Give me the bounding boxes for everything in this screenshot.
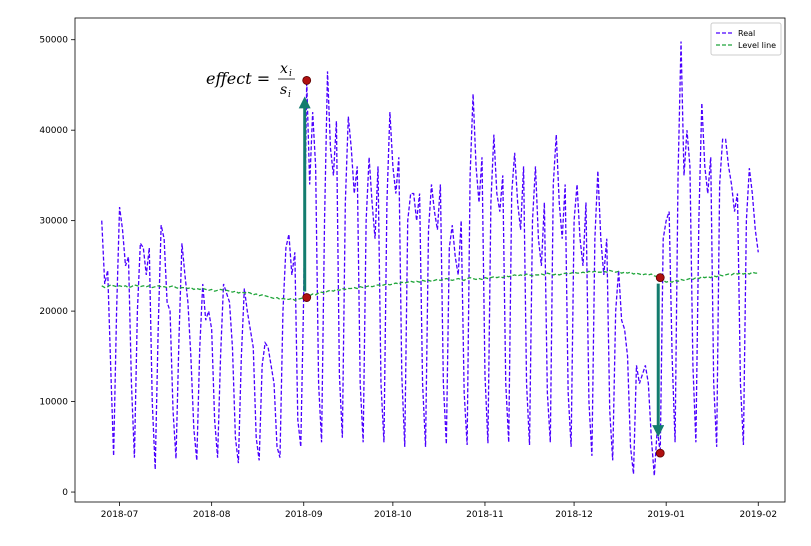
legend: Real Level line [710,22,782,56]
formula-numerator: x [280,61,288,77]
highlight-point [302,293,312,302]
y-tick-label: 50000 [39,36,68,46]
x-tick-label: 2019-01 [647,510,685,520]
x-tick-label: 2018-12 [555,510,593,520]
formula-denominator-sub: i [288,90,291,100]
formula-numerator-sub: i [289,69,292,79]
highlight-point [655,448,665,458]
legend-label: Real [738,29,755,38]
legend-label: Level line [738,41,776,50]
series-line [101,269,759,301]
y-tick-label: 0 [62,488,68,498]
x-tick-label: 2018-11 [466,510,504,520]
highlight-point [655,273,665,283]
x-tick-label: 2018-07 [101,510,139,520]
legend-box [710,22,782,56]
y-tick-label: 10000 [39,398,68,408]
x-tick-label: 2018-10 [374,510,412,520]
y-tick-label: 20000 [39,307,68,317]
series-line [101,41,759,476]
y-tick-label: 40000 [39,126,68,136]
formula-lhs: effect = [206,69,270,88]
formula-denominator: s [280,82,287,98]
y-tick-label: 30000 [39,217,68,227]
x-tick-label: 2018-09 [285,510,323,520]
x-tick-label: 2018-08 [193,510,231,520]
highlight-point [302,76,312,85]
formula: effect = x is i [206,61,295,100]
plot-frame [74,17,786,503]
x-tick-label: 2019-02 [739,510,777,520]
